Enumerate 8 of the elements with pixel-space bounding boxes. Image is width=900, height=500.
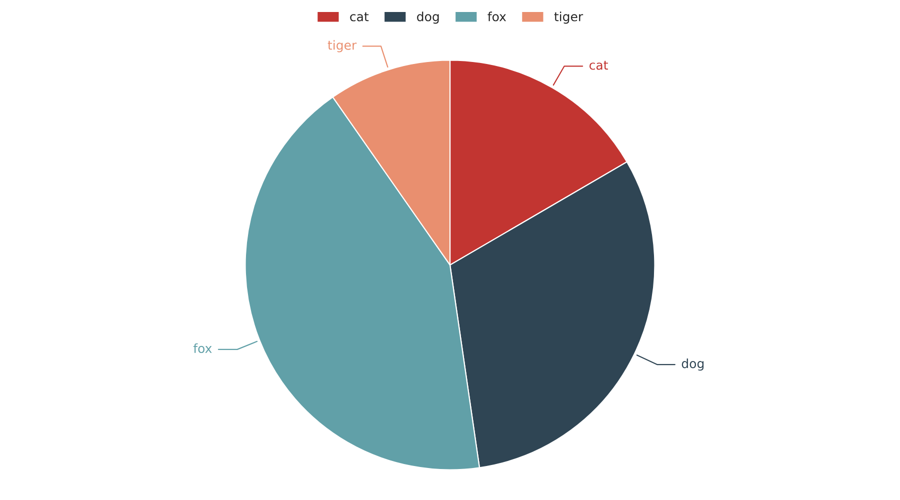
slice-label: tiger bbox=[328, 40, 357, 52]
legend-label: tiger bbox=[554, 12, 584, 24]
legend-label: fox bbox=[488, 12, 506, 22]
slice-label: fox bbox=[193, 343, 212, 354]
slice-label: dog bbox=[682, 358, 704, 371]
legend-label: cat bbox=[350, 12, 369, 22]
legend-label: dog bbox=[417, 12, 439, 24]
slice-label: cat bbox=[590, 60, 608, 70]
